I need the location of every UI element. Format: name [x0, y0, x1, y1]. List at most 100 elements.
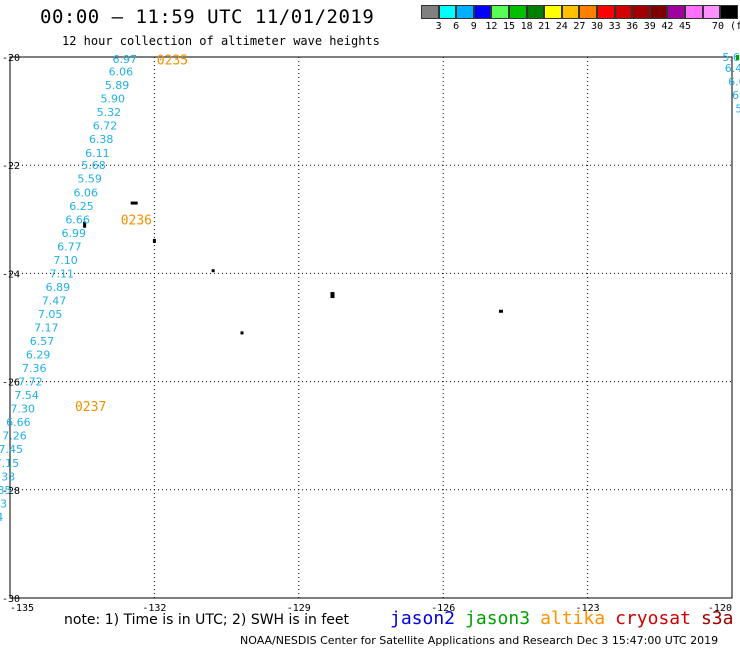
map-frame — [9, 56, 733, 599]
swh-value-track1: 7.11 — [49, 267, 73, 280]
swh-value-track2: 6.70 — [732, 89, 740, 102]
legend-unit-label: 70 (ft) — [711, 21, 740, 32]
credit-line: NOAA/NESDIS Center for Satellite Applica… — [240, 634, 719, 647]
legend-swatch — [544, 5, 562, 19]
legend-swatch — [632, 5, 650, 19]
swh-value-track1: 7.05 — [38, 308, 63, 321]
swh-value-track1: 5.59 — [77, 173, 102, 186]
satellite-cryosat-label: cryosat — [615, 608, 691, 629]
swh-value-track2: 5.63 — [722, 51, 740, 64]
swh-value-track1: 6.06 — [109, 66, 134, 79]
legend-swatch — [561, 5, 580, 19]
legend-swatch — [684, 5, 703, 19]
legend-swatch — [421, 5, 439, 19]
latitude-tick-label: -24 — [2, 269, 20, 280]
longitude-tick-label: -120 — [708, 603, 732, 614]
legend-swatch — [456, 5, 474, 19]
legend-label: 3 — [435, 21, 442, 32]
note-text: note: 1) Time is in UTC; 2) SWH is in fe… — [64, 612, 350, 628]
swh-value-track2: 5.65 — [735, 102, 740, 115]
legend-label: 30 — [590, 21, 604, 32]
island-marker — [240, 331, 244, 335]
swh-value-track1: 6.29 — [26, 349, 51, 362]
swh-value-track1: 7.15 — [0, 457, 19, 470]
swh-value-track1: 7.30 — [10, 403, 35, 416]
island-marker — [83, 221, 87, 228]
legend-swatch — [702, 5, 721, 19]
legend-swatch — [720, 5, 738, 19]
satellite-s3a-label: s3a — [700, 608, 734, 629]
map-title: 00:00 — 11:59 UTC 11/01/2019 — [40, 6, 375, 28]
swh-value-track2: 6.41 — [725, 62, 740, 75]
swh-value-track1: 7.26 — [2, 430, 27, 443]
longitude-tick-label: -126 — [431, 603, 455, 614]
swh-value-track1: 7.33 — [0, 470, 15, 483]
legend-swatch — [614, 5, 633, 19]
time-label: 0236 — [121, 213, 152, 228]
island-marker — [130, 201, 138, 205]
legend-label: 24 — [555, 21, 568, 32]
longitude-tick-label: -132 — [142, 603, 166, 614]
swh-value-track1: 7.64 — [0, 511, 3, 524]
legend-label: 42 — [661, 21, 674, 32]
satellite-altika-label: altika — [540, 608, 606, 629]
legend-swatch — [649, 5, 668, 19]
swh-value-track1: 6.57 — [30, 335, 54, 348]
track-edge-marker — [736, 55, 739, 60]
legend-label: 6 — [453, 21, 460, 32]
swh-value-track1: 6.66 — [6, 416, 31, 429]
latitude-tick-label: -22 — [2, 161, 20, 172]
swh-value-track1: 5.90 — [100, 93, 125, 106]
legend-swatch — [596, 5, 615, 19]
satellite-jason2-label: jason2 — [390, 608, 456, 629]
legend-swatch — [667, 5, 685, 19]
swh-value-track1: 6.77 — [57, 240, 82, 253]
legend-swatch — [473, 5, 492, 19]
legend-label: 39 — [643, 21, 656, 32]
swh-value-track1: 7.17 — [34, 322, 59, 335]
island-marker — [152, 238, 156, 243]
legend-swatch — [438, 5, 457, 19]
longitude-tick-label: -135 — [10, 603, 34, 614]
swh-value-track1: 6.89 — [46, 281, 71, 294]
legend-labels: 3 6 9 12 15 18 21 24 27 30 33 36 39 42 45 — [421, 19, 738, 33]
latitude-tick-label: -30 — [2, 594, 20, 605]
swh-value-track1: 6.06 — [74, 186, 99, 199]
legend-label: 21 — [538, 21, 551, 32]
swh-value-track1: 6.85 — [0, 484, 11, 497]
longitude-tick-label: -129 — [287, 603, 311, 614]
satellite-legend: jason2 jason3 altika cryosat s3a — [390, 608, 740, 629]
swh-value-track2: 6.05 — [728, 75, 740, 88]
time-label: 0235 — [157, 54, 188, 69]
swh-value-track1: 6.11 — [85, 147, 110, 160]
satellite-jason3-label: jason3 — [465, 608, 531, 629]
legend-swatch — [526, 5, 545, 19]
swh-value-track1: 5.89 — [105, 79, 129, 92]
legend-label: 15 — [502, 21, 516, 32]
swh-value-track1: 7.47 — [42, 294, 67, 307]
swh-value-track1: 7.36 — [22, 362, 47, 375]
legend-label: 45 — [678, 21, 692, 32]
swh-value-track1: 7.45 — [0, 443, 23, 456]
island-marker — [211, 269, 215, 273]
legend-label: 36 — [626, 21, 639, 32]
legend-label: 12 — [485, 21, 498, 32]
legend-swatch — [579, 5, 597, 19]
legend-label: 9 — [470, 21, 477, 32]
swh-value-track1: 6.25 — [69, 200, 94, 213]
swh-value-track1: 6.72 — [93, 120, 118, 133]
swh-value-track1: 7.93 — [0, 497, 7, 510]
color-legend: 3 6 9 12 15 18 21 24 27 30 33 36 39 42 45 — [421, 5, 738, 33]
swh-value-track1: 5.32 — [97, 106, 122, 119]
island-marker — [330, 292, 335, 299]
legend-label: 27 — [573, 21, 586, 32]
swh-value-track1: 7.72 — [18, 376, 43, 389]
swh-value-track1: 6.99 — [62, 227, 87, 240]
swh-value-track1: 7.10 — [53, 254, 78, 267]
island-marker — [498, 309, 503, 313]
legend-label: 33 — [608, 21, 621, 32]
map-subtitle: 12 hour collection of altimeter wave hei… — [62, 34, 380, 48]
swh-value-track1: 7.54 — [14, 389, 39, 402]
legend-swatch — [508, 5, 527, 19]
